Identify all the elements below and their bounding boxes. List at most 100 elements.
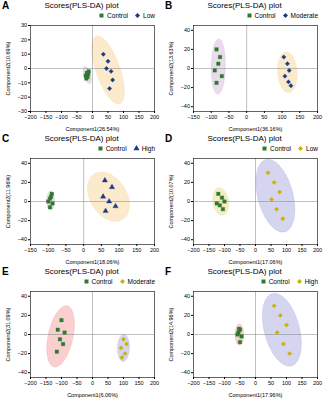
svg-text:−200: −200 — [24, 114, 36, 120]
svg-text:−150: −150 — [203, 247, 215, 253]
svg-text:200: 200 — [313, 380, 322, 386]
svg-text:−100: −100 — [55, 380, 67, 386]
svg-text:20: 20 — [21, 312, 27, 318]
svg-text:−20: −20 — [181, 350, 190, 356]
svg-text:−20: −20 — [181, 84, 190, 90]
svg-text:Component2(31.09%): Component2(31.09%) — [5, 307, 11, 361]
svg-text:Component1(26.54%): Component1(26.54%) — [66, 126, 120, 132]
svg-text:0: 0 — [187, 198, 190, 204]
svg-text:0: 0 — [254, 247, 257, 253]
html-text:Scores(PLS-DA) plot: Scores(PLS-DA) plot — [44, 134, 119, 143]
svg-text:200: 200 — [313, 114, 322, 120]
svg-text:50: 50 — [268, 380, 274, 386]
svg-text:20: 20 — [184, 312, 190, 318]
svg-text:20: 20 — [21, 37, 27, 43]
svg-text:−50: −50 — [72, 114, 81, 120]
svg-text:100: 100 — [282, 380, 291, 386]
svg-text:−200: −200 — [24, 380, 36, 386]
svg-text:100: 100 — [119, 380, 128, 386]
svg-text:−20: −20 — [18, 350, 27, 356]
svg-text:30: 30 — [21, 22, 27, 28]
svg-text:100: 100 — [282, 247, 291, 253]
svg-text:200: 200 — [313, 247, 322, 253]
html-text:Scores(PLS-DA) plot: Scores(PLS-DA) plot — [44, 267, 119, 276]
svg-text:−50: −50 — [224, 114, 233, 120]
svg-text:150: 150 — [134, 380, 143, 386]
svg-text:−200: −200 — [187, 247, 199, 253]
svg-text:−100: −100 — [42, 247, 54, 253]
svg-text:−150: −150 — [203, 380, 215, 386]
svg-text:0: 0 — [24, 331, 27, 337]
svg-text:150: 150 — [134, 114, 143, 120]
svg-text:−10: −10 — [18, 80, 27, 86]
svg-text:−150: −150 — [40, 380, 52, 386]
svg-text:100: 100 — [277, 114, 286, 120]
svg-text:Component1(36.16%): Component1(36.16%) — [229, 126, 283, 132]
svg-text:10: 10 — [21, 51, 27, 57]
html-text:Scores(PLS-DA) plot: Scores(PLS-DA) plot — [207, 1, 282, 10]
svg-text:−50: −50 — [235, 380, 244, 386]
svg-text:100: 100 — [119, 114, 128, 120]
svg-text:50: 50 — [261, 114, 267, 120]
svg-text:−40: −40 — [181, 236, 190, 242]
svg-text:0: 0 — [24, 198, 27, 204]
svg-text:−40: −40 — [181, 369, 190, 375]
svg-text:0: 0 — [91, 380, 94, 386]
svg-text:−40: −40 — [181, 103, 190, 109]
svg-text:200: 200 — [150, 114, 159, 120]
svg-text:Component1(18.06%): Component1(18.06%) — [66, 259, 120, 265]
svg-text:Component2(14.96%): Component2(14.96%) — [168, 307, 174, 361]
svg-text:−150: −150 — [187, 114, 199, 120]
svg-text:−50: −50 — [61, 247, 70, 253]
svg-text:−50: −50 — [235, 247, 244, 253]
svg-text:40: 40 — [184, 27, 190, 33]
svg-text:150: 150 — [295, 114, 304, 120]
svg-text:−100: −100 — [218, 380, 230, 386]
svg-text:150: 150 — [297, 247, 306, 253]
svg-text:−150: −150 — [40, 114, 52, 120]
svg-text:200: 200 — [150, 247, 159, 253]
svg-text:0: 0 — [82, 247, 85, 253]
svg-text:Component2(10.07%): Component2(10.07%) — [168, 174, 174, 228]
svg-text:50: 50 — [98, 247, 104, 253]
svg-text:−40: −40 — [18, 236, 27, 242]
svg-text:−20: −20 — [18, 94, 27, 100]
svg-text:20: 20 — [184, 179, 190, 185]
svg-text:0: 0 — [254, 380, 257, 386]
svg-text:−100: −100 — [205, 114, 217, 120]
svg-text:50: 50 — [105, 114, 111, 120]
svg-text:Component2(11.96%): Component2(11.96%) — [5, 175, 11, 229]
svg-text:Component1(17.96%): Component1(17.96%) — [229, 392, 283, 398]
svg-text:200: 200 — [150, 380, 159, 386]
svg-text:0: 0 — [187, 65, 190, 71]
svg-text:20: 20 — [184, 46, 190, 52]
svg-text:−200: −200 — [187, 380, 199, 386]
svg-text:−20: −20 — [18, 217, 27, 223]
html-text:Scores(PLS-DA) plot: Scores(PLS-DA) plot — [207, 134, 282, 143]
svg-text:−100: −100 — [218, 247, 230, 253]
svg-text:Component2(10.69%): Component2(10.69%) — [5, 41, 11, 95]
svg-text:Component1(6.06%): Component1(6.06%) — [67, 392, 118, 398]
svg-text:−150: −150 — [24, 247, 36, 253]
svg-text:−100: −100 — [55, 114, 67, 120]
svg-text:40: 40 — [21, 160, 27, 166]
svg-text:100: 100 — [114, 247, 123, 253]
svg-text:50: 50 — [268, 247, 274, 253]
svg-text:0: 0 — [24, 65, 27, 71]
svg-text:40: 40 — [184, 293, 190, 299]
svg-text:−40: −40 — [18, 369, 27, 375]
html-text:Scores(PLS-DA) plot: Scores(PLS-DA) plot — [44, 1, 119, 10]
svg-text:0: 0 — [245, 114, 248, 120]
svg-text:150: 150 — [132, 247, 141, 253]
svg-text:Component2(13.63%): Component2(13.63%) — [168, 41, 174, 95]
svg-text:20: 20 — [21, 179, 27, 185]
svg-text:Component1(17.06%): Component1(17.06%) — [229, 259, 283, 265]
svg-text:−50: −50 — [72, 380, 81, 386]
svg-text:40: 40 — [21, 293, 27, 299]
svg-text:50: 50 — [105, 380, 111, 386]
svg-text:40: 40 — [184, 160, 190, 166]
svg-text:0: 0 — [187, 331, 190, 337]
svg-text:150: 150 — [297, 380, 306, 386]
svg-text:−20: −20 — [181, 217, 190, 223]
svg-text:0: 0 — [91, 114, 94, 120]
